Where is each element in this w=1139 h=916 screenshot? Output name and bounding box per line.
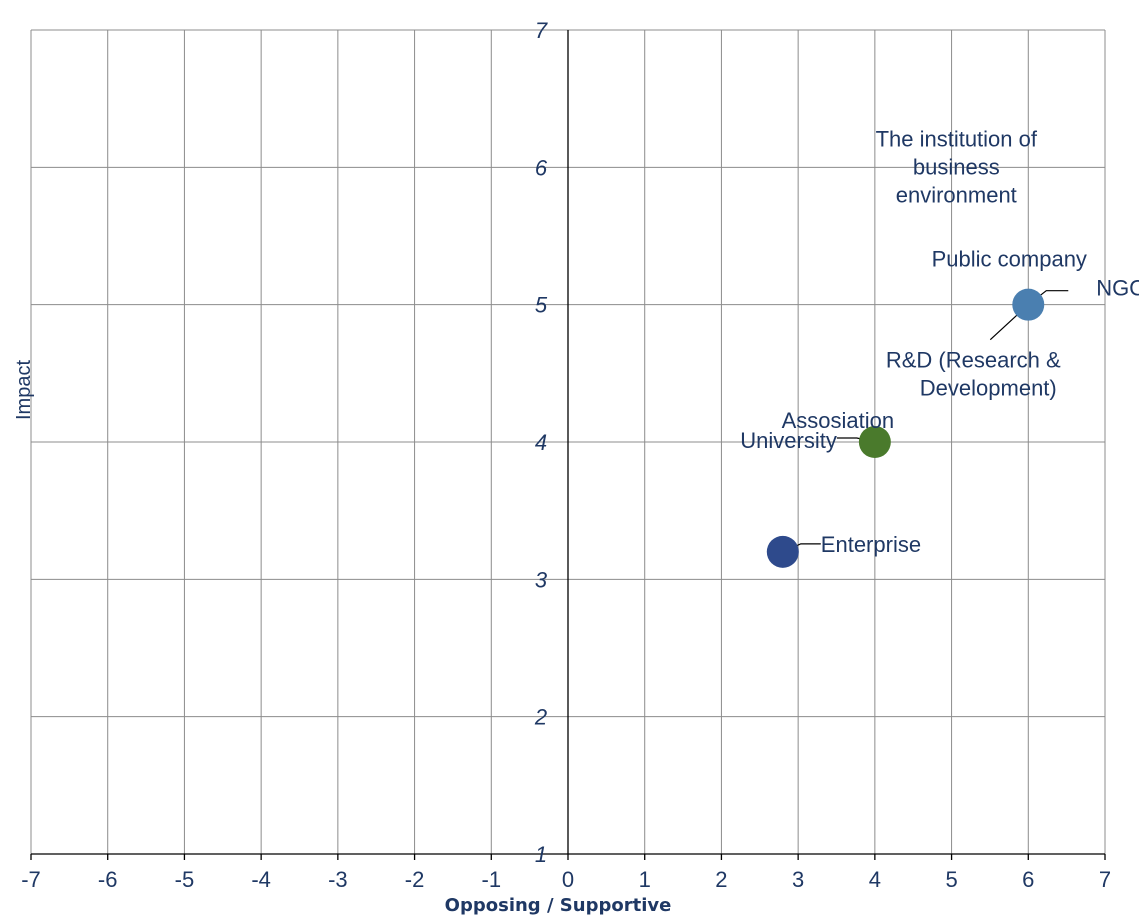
x-tick-label: -4 bbox=[251, 867, 271, 892]
x-tick-label: 4 bbox=[869, 867, 881, 892]
axes bbox=[30, 30, 1106, 860]
y-tick-label: 1 bbox=[535, 842, 547, 867]
x-tick-label: 2 bbox=[715, 867, 727, 892]
x-tick-label: -1 bbox=[482, 867, 502, 892]
x-tick-label: 5 bbox=[945, 867, 957, 892]
x-tick-label: -6 bbox=[98, 867, 118, 892]
data-label: University bbox=[740, 428, 837, 453]
data-label: Assosiation bbox=[782, 408, 895, 433]
data-label: R&D (Research & Development) bbox=[886, 348, 1061, 401]
x-tick-label: -2 bbox=[405, 867, 425, 892]
data-points bbox=[766, 288, 1045, 568]
x-tick-label: 1 bbox=[639, 867, 651, 892]
y-tick-label: 5 bbox=[535, 293, 548, 318]
x-tick-label: -3 bbox=[328, 867, 348, 892]
y-tick-label: 4 bbox=[535, 430, 547, 455]
y-tick-label: 6 bbox=[535, 155, 548, 180]
data-point bbox=[1012, 288, 1045, 321]
data-point bbox=[766, 535, 799, 568]
x-tick-label: 0 bbox=[562, 867, 574, 892]
data-point bbox=[858, 426, 891, 458]
data-label: NGO bbox=[1096, 276, 1139, 301]
y-tick-label: 2 bbox=[534, 705, 547, 730]
y-tick-label: 7 bbox=[535, 18, 548, 43]
x-axis-label: Opposing / Supportive bbox=[445, 895, 672, 916]
y-tick-label: 3 bbox=[535, 567, 548, 592]
x-tick-label: -7 bbox=[21, 867, 41, 892]
data-label: Enterprise bbox=[821, 532, 921, 557]
x-tick-label: 3 bbox=[792, 867, 804, 892]
x-tick-label: 6 bbox=[1022, 867, 1034, 892]
y-axis-label: Impact bbox=[13, 360, 35, 420]
x-tick-label: -5 bbox=[175, 867, 195, 892]
data-label: Public company bbox=[932, 247, 1087, 272]
x-tick-label: 7 bbox=[1099, 867, 1111, 892]
data-label: The institution of business environment bbox=[876, 127, 1038, 208]
